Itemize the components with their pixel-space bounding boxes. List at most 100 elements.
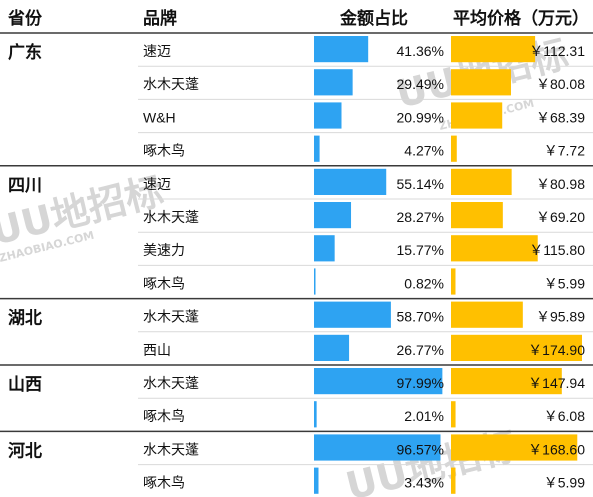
- share-bar: [314, 69, 353, 96]
- price-value: ￥5.99: [544, 475, 585, 491]
- table-row: 水木天蓬 97.99% ￥147.94: [138, 368, 593, 399]
- price-value: ￥95.89: [536, 309, 585, 325]
- share-bar: [314, 235, 335, 262]
- province-group: 湖北 水木天蓬 58.70% ￥95.89 西山 26.77% ￥174.90: [8, 301, 593, 361]
- price-value: ￥68.39: [536, 109, 585, 125]
- header-share: 金额占比: [339, 8, 408, 28]
- share-bar: [314, 334, 350, 361]
- table-row: 水木天蓬 29.49% ￥80.08: [138, 69, 593, 100]
- table-row: W&H 20.99% ￥68.39: [138, 102, 593, 134]
- share-value: 2.01%: [404, 408, 444, 424]
- brand-label: 美速力: [143, 242, 185, 258]
- share-value: 55.14%: [397, 176, 444, 192]
- brand-label: 啄木鸟: [143, 275, 185, 291]
- share-value: 4.27%: [404, 143, 444, 159]
- brand-label: 啄木鸟: [143, 475, 185, 491]
- price-value: ￥80.08: [536, 76, 585, 92]
- price-bar: [451, 301, 523, 328]
- brand-label: 啄木鸟: [143, 408, 185, 424]
- province-label: 河北: [8, 441, 42, 460]
- province-label: 四川: [8, 176, 42, 195]
- price-value: ￥80.98: [536, 176, 585, 192]
- share-value: 29.49%: [397, 76, 444, 92]
- price-bar: [451, 368, 562, 395]
- header-province: 省份: [7, 8, 43, 28]
- price-bar: [451, 334, 582, 361]
- share-value: 20.99%: [397, 109, 444, 125]
- share-value: 96.57%: [397, 441, 444, 457]
- brand-label: 水木天蓬: [143, 375, 199, 391]
- brand-label: 速迈: [143, 43, 171, 59]
- brand-label: 水木天蓬: [143, 309, 199, 325]
- price-value: ￥168.60: [528, 441, 585, 457]
- share-bar: [314, 268, 316, 295]
- share-value: 26.77%: [397, 342, 444, 358]
- price-value: ￥5.99: [544, 275, 585, 291]
- price-value: ￥112.31: [529, 43, 585, 59]
- share-bar: [314, 401, 317, 428]
- brand-label: 速迈: [143, 176, 171, 192]
- brand-label: 水木天蓬: [143, 209, 199, 225]
- price-bar: [451, 401, 456, 428]
- price-value: ￥115.80: [529, 242, 585, 258]
- header-brand: 品牌: [143, 8, 177, 28]
- price-value: ￥6.08: [544, 408, 585, 424]
- brand-label: 西山: [143, 342, 171, 358]
- share-value: 41.36%: [397, 43, 444, 59]
- table-row: 啄木鸟 2.01% ￥6.08: [143, 401, 585, 428]
- share-value: 28.27%: [397, 209, 444, 225]
- share-bar: [314, 368, 443, 395]
- province-label: 山西: [8, 375, 42, 394]
- share-value: 58.70%: [397, 309, 444, 325]
- share-bar: [314, 102, 342, 129]
- price-value: ￥7.72: [544, 143, 585, 159]
- province-label: 湖北: [8, 309, 42, 328]
- province-group: 四川 速迈 55.14% ￥80.98 水木天蓬 28.27% ￥69.20 美速力 15.77…: [8, 168, 593, 295]
- price-value: ￥174.90: [528, 342, 585, 358]
- price-value: ￥69.20: [536, 209, 585, 225]
- province-group: 山西 水木天蓬 97.99% ￥147.94 啄木鸟 2.01% ￥6.08: [8, 368, 593, 428]
- share-bar: [314, 168, 387, 195]
- price-value: ￥147.94: [528, 375, 585, 391]
- table-header: 省份 品牌 金额占比 平均价格（万元）: [7, 8, 589, 28]
- table-row: 速迈 41.36% ￥112.31: [138, 36, 593, 67]
- table-row: 啄木鸟 4.27% ￥7.72: [143, 135, 585, 162]
- brand-label: 啄木鸟: [143, 143, 185, 159]
- table-row: 啄木鸟 3.43% ￥5.99: [143, 467, 585, 494]
- province-label: 广东: [8, 42, 42, 62]
- price-bar: [451, 135, 457, 162]
- table-row: 水木天蓬 28.27% ￥69.20: [138, 202, 593, 233]
- price-bar: [451, 168, 512, 195]
- table-row: 西山 26.77% ￥174.90: [143, 334, 585, 361]
- province-group: 河北 水木天蓬 96.57% ￥168.60 啄木鸟 3.43% ￥5.99: [8, 434, 593, 494]
- share-bar: [314, 467, 319, 494]
- price-bar: [451, 202, 503, 229]
- table-row: 美速力 15.77% ￥115.80: [138, 235, 593, 266]
- share-bar: [314, 135, 320, 162]
- brand-label: 水木天蓬: [143, 76, 199, 92]
- brand-label: W&H: [143, 109, 176, 125]
- brand-label: 水木天蓬: [143, 441, 199, 457]
- header-price: 平均价格（万元）: [453, 8, 589, 28]
- price-bar: [451, 467, 456, 494]
- price-bar: [451, 102, 503, 129]
- table-row: 啄木鸟 0.82% ￥5.99: [143, 268, 585, 295]
- price-bar: [451, 69, 511, 96]
- price-bar: [451, 235, 538, 262]
- price-bar: [451, 36, 536, 63]
- watermark: UU地招标 ZHAOBIAO.COM UU地招标 ZHAOBIAO.COM UU…: [0, 32, 573, 497]
- price-bar: [451, 434, 578, 461]
- province-group: 广东 速迈 41.36% ￥112.31 水木天蓬 29.49% ￥80.08 W&H 20.9…: [8, 36, 593, 162]
- share-value: 97.99%: [397, 375, 444, 391]
- table-row: 水木天蓬 58.70% ￥95.89: [138, 301, 593, 333]
- share-bar: [314, 202, 352, 229]
- table-row: 水木天蓬 96.57% ￥168.60: [138, 434, 593, 466]
- share-value: 3.43%: [404, 475, 444, 491]
- share-value: 15.77%: [397, 242, 444, 258]
- share-bar: [314, 301, 391, 328]
- share-bar: [314, 434, 441, 461]
- price-bar: [451, 268, 456, 295]
- share-value: 0.82%: [404, 275, 444, 291]
